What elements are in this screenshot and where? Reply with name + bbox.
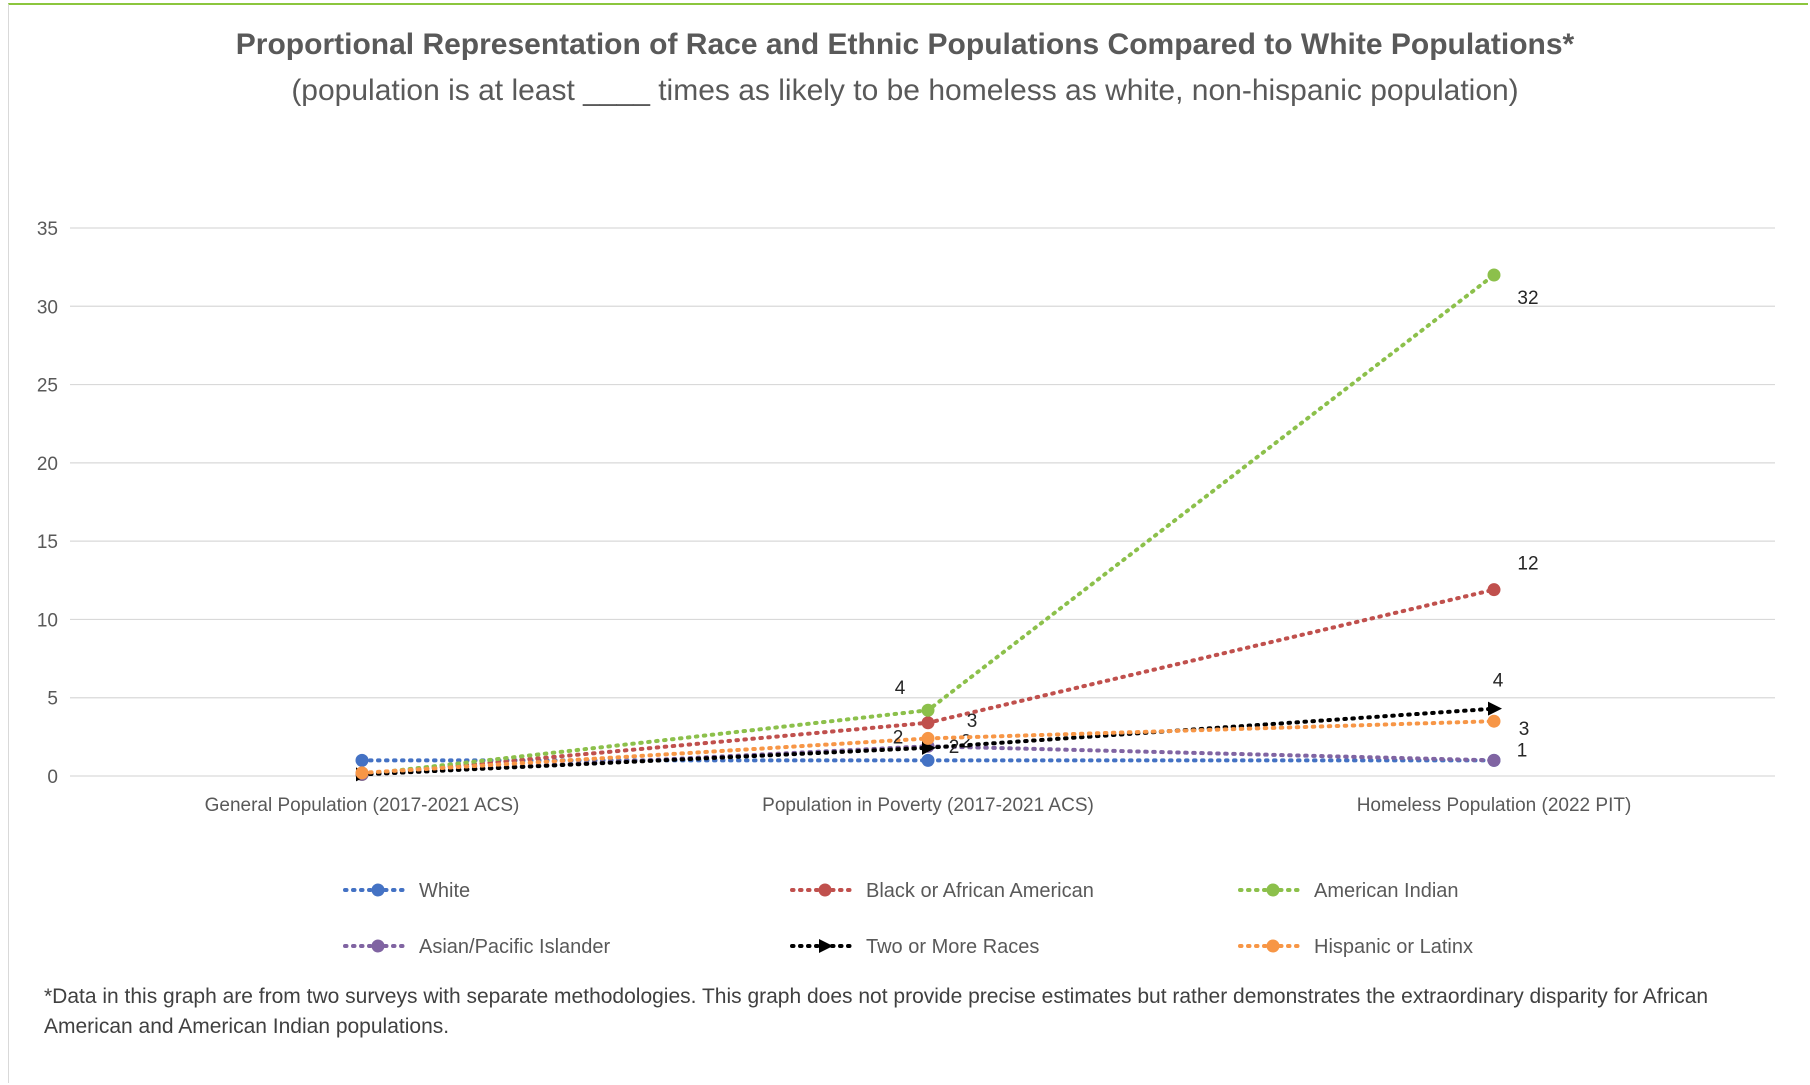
data-point [921,703,935,717]
data-point [1487,753,1501,767]
data-label: 3 [1519,719,1530,740]
line-chart: 0 5 10 15 20 25 30 35 General Population (2017-2… [37,219,1775,958]
chart-subtitle: (population is at least ____ times as li… [291,74,1519,107]
series-line [360,272,1496,777]
data-point [921,753,935,767]
data-label: 2 [961,731,972,752]
data-point [1266,939,1280,953]
data-label: 4 [895,678,906,699]
chart-title: Proportional Representation of Race and … [235,28,1575,61]
y-tick-label: 25 [37,376,58,397]
y-tick-label: 0 [47,767,58,788]
data-point [371,939,385,953]
x-tick-label: Homeless Population (2022 PIT) [1357,795,1632,816]
legend-label: Asian/Pacific Islander [419,936,611,958]
x-tick-label: General Population (2017-2021 ACS) [205,795,520,816]
y-tick-label: 20 [37,454,58,475]
legend-label: American Indian [1314,880,1459,902]
data-point [1488,701,1502,716]
y-tick-label: 15 [37,532,58,553]
chart-frame [8,3,1808,1083]
data-label: 2 [949,737,960,758]
data-point [819,939,833,953]
legend-label: Two or More Races [866,936,1039,958]
y-tick-label: 30 [37,297,58,318]
y-tick-label: 10 [37,610,58,631]
data-point [1487,714,1501,728]
x-tick-label: Population in Poverty (2017-2021 ACS) [762,795,1094,816]
data-point [355,753,369,767]
data-point [1266,883,1280,897]
legend-label: Hispanic or Latinx [1314,936,1473,958]
data-label: 3 [967,711,978,732]
data-point [1487,268,1501,282]
data-point [921,731,935,745]
data-label: 4 [1493,671,1504,692]
y-tick-label: 5 [47,689,58,710]
data-point [1487,583,1501,597]
data-point [355,766,369,780]
data-point [921,716,935,730]
data-label: 2 [893,727,904,748]
legend-label: Black or African American [866,880,1094,902]
data-label: 32 [1517,288,1538,309]
footnote: *Data in this graph are from two surveys… [44,985,1709,1038]
data-label: 1 [1517,740,1528,761]
data-point [371,883,385,897]
y-tick-label: 35 [37,219,58,240]
legend-label: White [419,880,470,902]
data-label: 12 [1517,554,1538,575]
data-point [818,883,832,897]
